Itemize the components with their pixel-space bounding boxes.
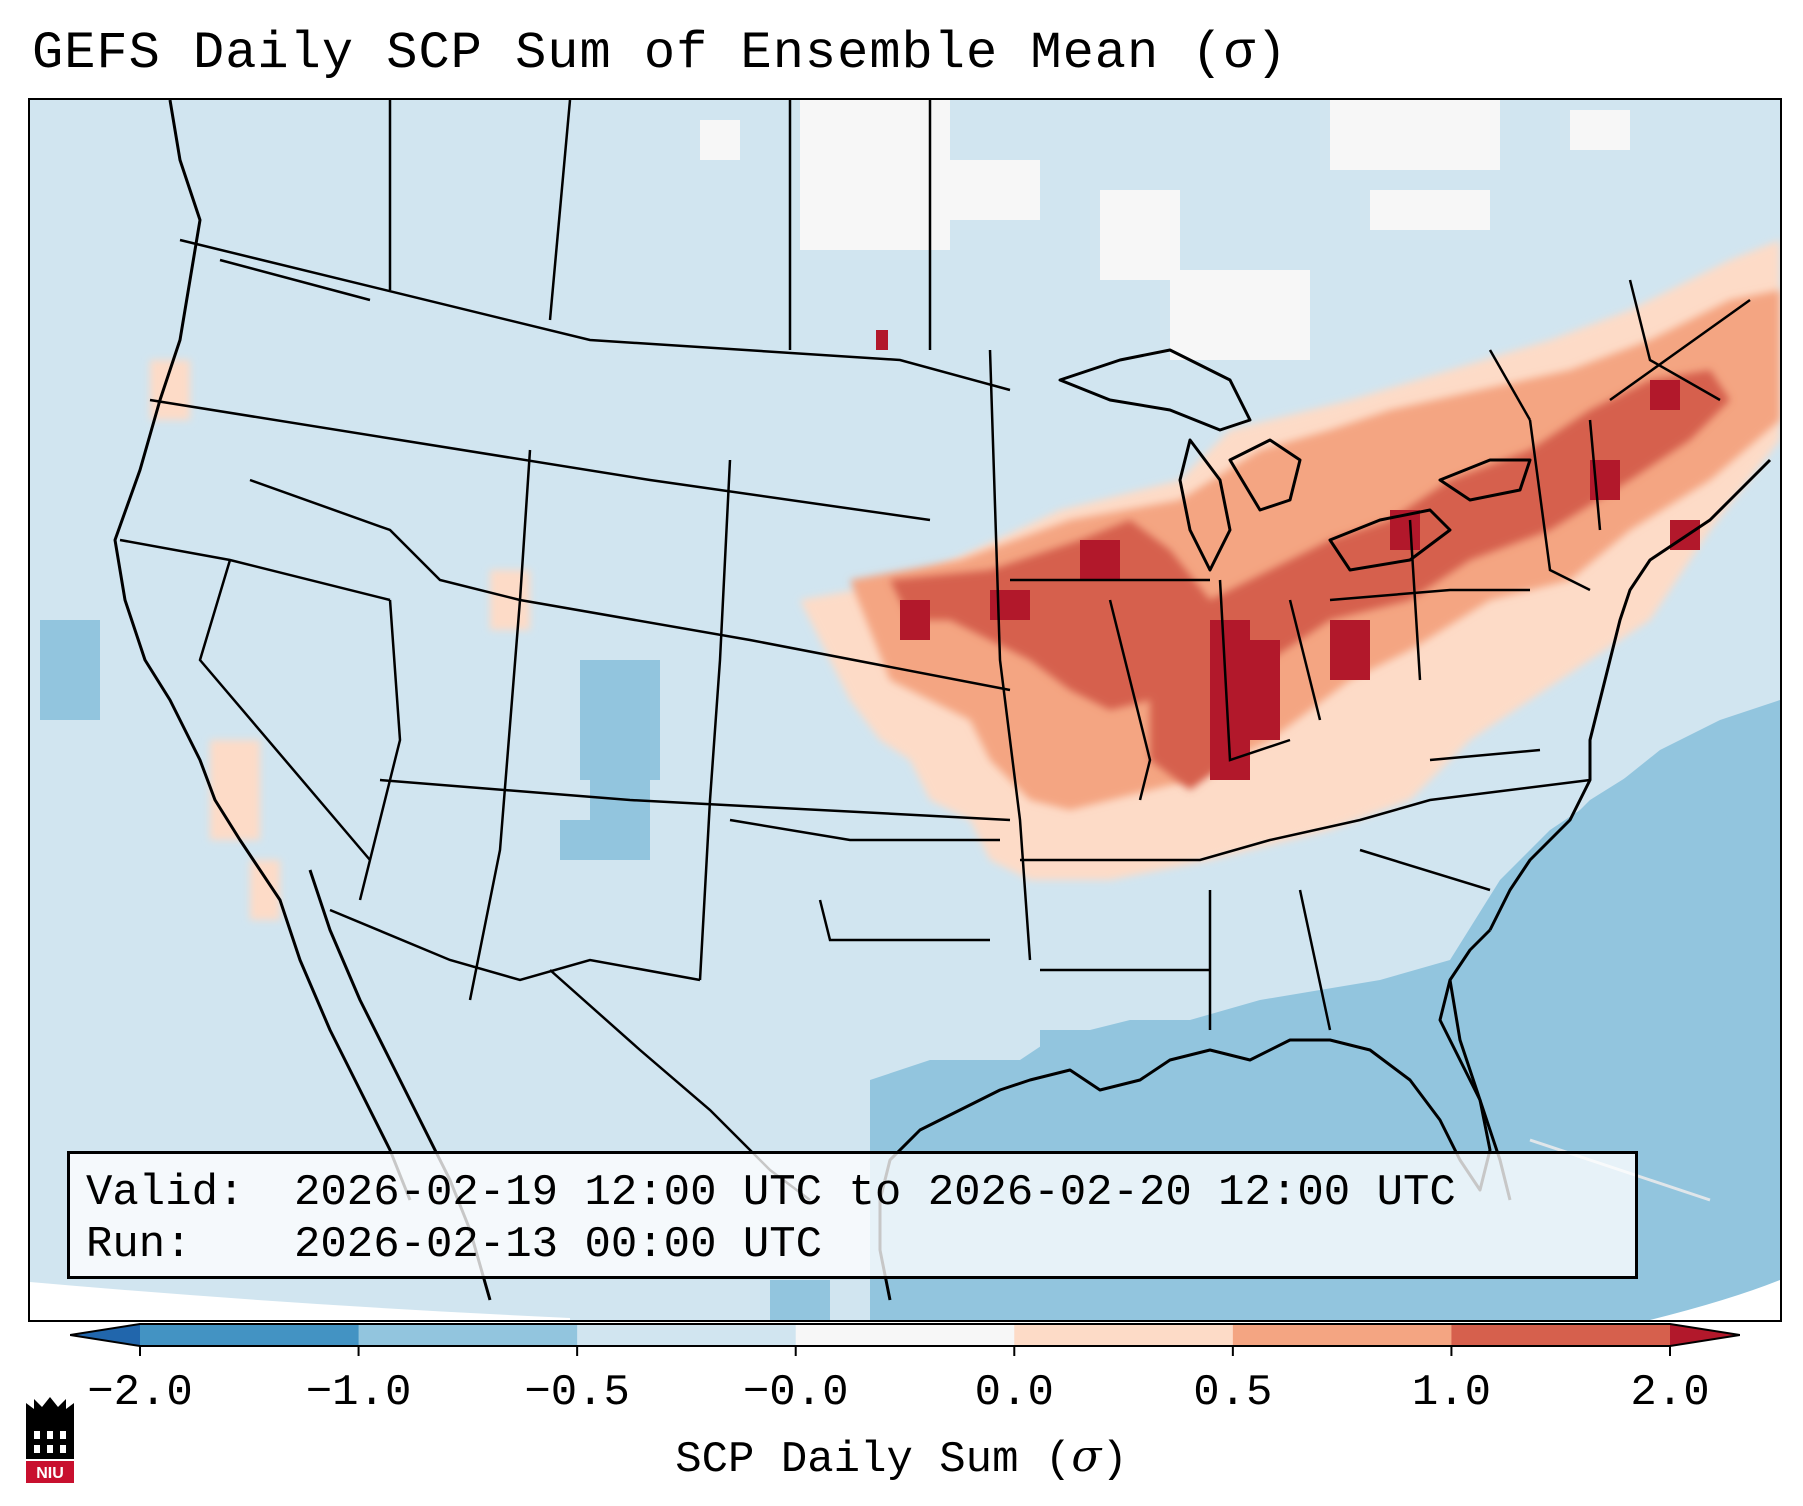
positive-anomaly-extreme — [876, 330, 1700, 780]
colorbar-bin — [1232, 1324, 1452, 1346]
map-title: GEFS Daily SCP Sum of Ensemble Mean (σ) — [32, 24, 1288, 83]
colorbar-tick-label: −0.0 — [742, 1368, 849, 1418]
niu-logo-icon: NIU — [26, 1397, 74, 1483]
colorbar-under-extend — [70, 1324, 140, 1346]
colorbar-tick-label: −0.5 — [524, 1368, 630, 1418]
colorbar-tick-label: −2.0 — [87, 1368, 193, 1418]
colorbar-label-close: ) — [1101, 1435, 1128, 1485]
colorbar-bin — [795, 1324, 1015, 1346]
colorbar-bin — [358, 1324, 578, 1346]
colorbar-bin — [140, 1324, 360, 1346]
colorbar — [70, 1323, 1740, 1356]
colorbar-tick-label: 2.0 — [1630, 1368, 1710, 1418]
valid-label: Valid: — [86, 1168, 245, 1218]
colorbar-bin — [1451, 1324, 1671, 1346]
state-borders — [119, 100, 1751, 1201]
scp-map — [30, 100, 1780, 1320]
colorbar-bin — [577, 1324, 797, 1346]
colorbar-tick-label: 0.0 — [974, 1368, 1054, 1418]
colorbar-label-symbol: σ — [1071, 1431, 1102, 1482]
colorbar-over-extend — [1670, 1324, 1740, 1346]
svg-text:NIU: NIU — [36, 1465, 64, 1482]
colorbar-tick-label: 1.0 — [1411, 1368, 1492, 1418]
run-label: Run: — [86, 1220, 192, 1270]
valid-time-range: 2026-02-19 12:00 UTC to 2026-02-20 12:00… — [294, 1168, 1456, 1218]
map-panel — [28, 98, 1782, 1322]
colorbar-tick-label: 0.5 — [1193, 1368, 1273, 1418]
run-time: 2026-02-13 00:00 UTC — [294, 1220, 823, 1270]
colorbar-label-text: SCP Daily Sum ( — [675, 1435, 1072, 1485]
colorbar-tick-label: −1.0 — [305, 1368, 412, 1418]
validity-box: Valid: 2026-02-19 12:00 UTC to 2026-02-2… — [67, 1151, 1638, 1279]
near-zero-region — [700, 100, 1630, 360]
colorbar-label: SCP Daily Sum (σ) — [0, 1431, 1803, 1486]
coastlines — [113, 100, 1772, 1301]
colorbar-bin — [1014, 1324, 1234, 1346]
